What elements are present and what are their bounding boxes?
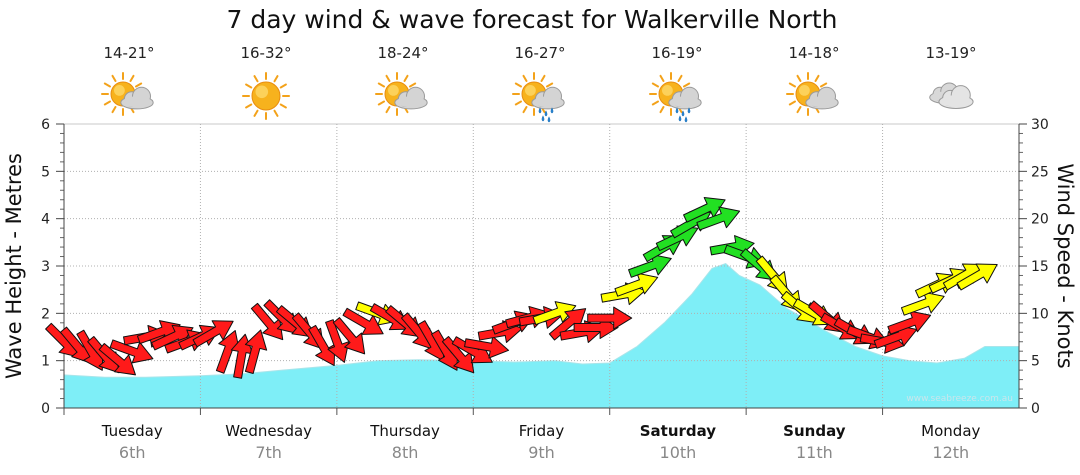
temperature-label: 16-27° (514, 44, 565, 62)
partly-cloudy-icon (375, 72, 428, 116)
temperature-label: 14-21° (103, 44, 154, 62)
wind-arrow (250, 302, 284, 341)
chart-title: 7 day wind & wave forecast for Walkervil… (226, 5, 837, 34)
temperature-label: 16-32° (240, 44, 291, 62)
wind-arrow (956, 263, 998, 291)
day-date-label: 7th (255, 443, 282, 462)
y-right-axis-title: Wind Speed - Knots (1053, 163, 1077, 368)
y-right-tick-label: 20 (1031, 212, 1049, 228)
wind-arrows (45, 197, 998, 379)
watermark: www.seabreeze.com.au (906, 394, 1013, 404)
temperature-label: 14-18° (788, 44, 839, 62)
day-name-label: Monday (921, 422, 980, 440)
wind-arrow (900, 291, 945, 316)
wind-arrow (342, 307, 384, 335)
y-left-tick-label: 2 (41, 306, 50, 322)
y-right-tick-label: 5 (1031, 354, 1040, 370)
partly-cloudy-icon (786, 72, 839, 116)
y-left-tick-label: 0 (41, 401, 50, 417)
temperature-label: 16-19° (651, 44, 702, 62)
left-axis-ticks: 0 1 2 3 4 5 6 (41, 117, 65, 417)
wind-arrow (587, 306, 633, 330)
wind-arrow (614, 272, 659, 297)
y-left-tick-label: 4 (41, 212, 50, 228)
wind-arrow (215, 330, 240, 374)
day-date-label: 8th (392, 443, 419, 462)
day-date-label: 11th (796, 443, 833, 462)
wind-arrow (308, 324, 336, 367)
day-name-label: Sunday (783, 422, 846, 440)
grid-lines (64, 124, 1019, 408)
wind-arrow (548, 308, 587, 341)
y-left-tick-label: 3 (41, 259, 50, 275)
temperature-label: 18-24° (377, 44, 428, 62)
day-name-label: Wednesday (225, 422, 312, 440)
temperature-label: 13-19° (925, 44, 976, 62)
wave-area (63, 263, 1020, 409)
wind-arrow (192, 320, 234, 348)
wind-arrow (109, 339, 154, 364)
y-left-tick-label: 6 (41, 117, 50, 133)
y-right-tick-label: 30 (1031, 117, 1049, 133)
weather-icon-row (101, 72, 974, 123)
showers-icon (649, 72, 702, 123)
wind-arrow (332, 317, 366, 355)
partly-cloudy-icon (101, 72, 154, 116)
y-right-tick-label: 10 (1031, 306, 1049, 322)
wind-arrow (887, 310, 932, 335)
wind-arrow (464, 335, 510, 359)
y-left-axis-title: Wave Height - Metres (2, 153, 26, 379)
day-labels: Tuesday 6th Wednesday 7th Thursday 8th Friday 9… (63, 407, 1019, 462)
day-date-label: 10th (660, 443, 697, 462)
right-axis-ticks: 0 5 10 15 20 25 30 (1018, 117, 1049, 417)
day-date-label: 6th (119, 443, 146, 462)
y-left-tick-label: 5 (41, 164, 50, 180)
sunny-icon (242, 72, 290, 120)
day-date-label: 12th (932, 443, 969, 462)
day-name-label: Friday (519, 422, 565, 440)
day-name-label: Thursday (369, 422, 440, 440)
y-right-tick-label: 0 (1031, 401, 1040, 417)
temperature-row: 14-21° 16-32° 18-24° 16-27° 16-19° 14-18° 13-1… (103, 44, 976, 62)
y-right-tick-label: 15 (1031, 259, 1049, 275)
y-left-tick-label: 1 (41, 354, 50, 370)
wind-arrow (628, 253, 672, 278)
day-date-label: 9th (528, 443, 555, 462)
wind-arrow (325, 319, 350, 363)
showers-icon (512, 72, 565, 123)
wind-arrow (441, 335, 475, 374)
y-right-tick-label: 25 (1031, 164, 1049, 180)
wind-arrow (244, 329, 268, 374)
day-name-label: Saturday (640, 422, 717, 440)
day-name-label: Tuesday (101, 422, 163, 440)
wind-arrow (696, 206, 741, 231)
wind-arrow (98, 342, 136, 376)
cloudy-icon (929, 82, 974, 109)
wave-area-fill (63, 263, 1020, 409)
wind-arrow (150, 324, 194, 351)
